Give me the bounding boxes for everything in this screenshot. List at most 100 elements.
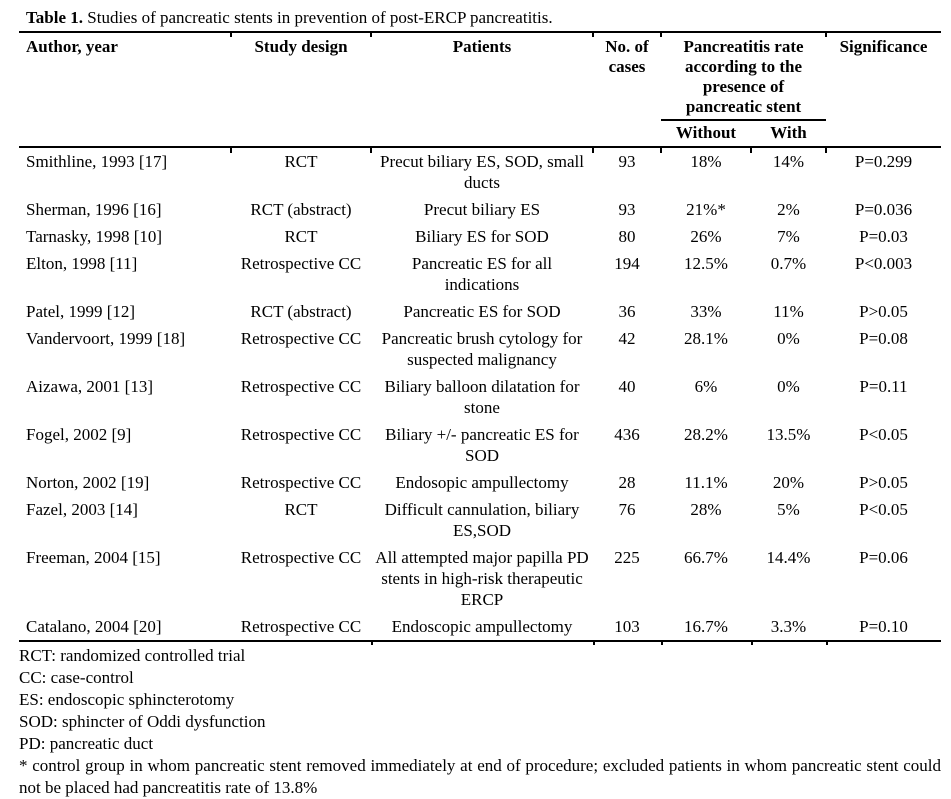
cell-patients: Pancreatic brush cytology for suspected … [381, 329, 583, 369]
cell-patients: Biliary balloon dilatation for stone [384, 377, 580, 417]
table-row: Freeman, 2004 [15] Retrospective CC All … [19, 544, 941, 613]
cell-significance: P=0.036 [854, 200, 913, 219]
cell-patients: Endosopic ampullectomy [395, 473, 569, 492]
cell-patients: Endoscopic ampullectomy [391, 617, 573, 636]
cell-significance: P<0.05 [859, 500, 908, 519]
cell-rate-with: 7% [777, 227, 800, 246]
cell-rate-with: 14% [749, 147, 826, 196]
cell-author: Aizawa, 2001 [13] [26, 377, 153, 396]
cell-study-design: Retrospective CC [240, 377, 362, 396]
cell-significance: P=0.10 [859, 617, 908, 636]
cell-cases: 103 [614, 617, 640, 636]
column-divider-tick [593, 640, 595, 645]
cell-author: Vandervoort, 1999 [18] [26, 329, 186, 348]
cell-author: Fogel, 2002 [9] [26, 425, 132, 444]
cell-significance: P<0.05 [859, 425, 908, 444]
cell-study-design: Retrospective CC [240, 617, 362, 636]
cell-rate-without: 18% [660, 147, 751, 196]
cell-rate-with: 5% [777, 500, 800, 519]
cell-patients: Pancreatic ES for all indications [411, 254, 553, 294]
cell-cases: 36 [618, 302, 636, 321]
cell-study-design: Retrospective CC [240, 425, 362, 444]
cell-rate-with: 13.5% [766, 425, 811, 444]
cell-rate-with: 3.3% [770, 617, 807, 636]
cell-rate-without: 16.7% [684, 617, 728, 636]
cell-author: Tarnasky, 1998 [10] [26, 227, 163, 246]
cell-author: Smithline, 1993 [17] [26, 152, 168, 171]
table-header: Author, year Study design Patients No. o… [19, 31, 942, 147]
cell-study-design: RCT [230, 147, 371, 196]
cell-rate-without: 6% [694, 377, 718, 396]
column-header-without: Without [675, 123, 737, 142]
cell-rate-with: 0% [777, 329, 800, 348]
cell-study-design: Retrospective CC [240, 254, 362, 273]
studies-table: Author, year Study design Patients No. o… [19, 31, 942, 642]
cell-patients: Precut biliary ES, SOD, small ducts [370, 147, 593, 196]
header-row-main: Author, year Study design Patients No. o… [19, 31, 941, 121]
cell-rate-without: 33% [690, 302, 722, 321]
cell-cases: 80 [618, 227, 636, 246]
table-row: Tarnasky, 1998 [10] RCT Biliary ES for S… [19, 223, 941, 250]
cell-author: Norton, 2002 [19] [26, 473, 150, 492]
cell-significance: P<0.003 [854, 254, 913, 273]
column-header-significance: Significance [825, 31, 941, 147]
cell-patients: Biliary ES for SOD [415, 227, 549, 246]
cell-significance: P=0.299 [825, 147, 941, 196]
cell-significance: P=0.08 [859, 329, 908, 348]
table-row: Catalano, 2004 [20] Retrospective CC End… [19, 613, 941, 641]
table-row: Sherman, 1996 [16] RCT (abstract) Precut… [19, 196, 941, 223]
footnote-line: CC: case-control [19, 668, 134, 687]
cell-rate-with: 2% [777, 200, 800, 219]
cell-rate-with: 14.4% [766, 548, 811, 567]
table-title-label: Table 1. [26, 8, 84, 27]
column-divider-tick [751, 640, 753, 645]
footnote-line: PD: pancreatic duct [19, 734, 154, 753]
cell-rate-without: 66.7% [684, 548, 728, 567]
cell-study-design: RCT [284, 227, 318, 246]
cell-rate-without: 28.1% [684, 329, 728, 348]
cell-study-design: RCT (abstract) [250, 200, 352, 219]
cell-patients: All attempted major papilla PD stents in… [375, 548, 589, 609]
footnote-line: ES: endoscopic sphincterotomy [19, 690, 235, 709]
column-header-design: Study design [230, 31, 371, 147]
cell-rate-without: 11.1% [684, 473, 728, 492]
footnote-line: RCT: randomized controlled trial [19, 646, 246, 665]
cell-rate-without: 12.5% [684, 254, 728, 273]
cell-patients: Biliary +/- pancreatic ES for SOD [385, 425, 579, 465]
table-row: Elton, 1998 [11] Retrospective CC Pancre… [19, 250, 941, 298]
cell-significance: P=0.06 [859, 548, 908, 567]
column-header-pancreatitis-rate-group: Pancreatitis rate according to the prese… [659, 31, 827, 121]
table-title-text: Studies of pancreatic stents in preventi… [87, 8, 553, 27]
cell-study-design: Retrospective CC [240, 548, 362, 567]
cell-rate-without: 28% [690, 500, 722, 519]
cell-author: Freeman, 2004 [15] [26, 548, 161, 567]
table-title: Table 1. Studies of pancreatic stents in… [19, 6, 941, 31]
cell-study-design: Retrospective CC [240, 473, 362, 492]
header-row-sub: Without With [19, 120, 941, 147]
table-body: Smithline, 1993 [17] RCT Precut biliary … [19, 147, 941, 641]
cell-author: Sherman, 1996 [16] [26, 200, 162, 219]
cell-significance: P=0.03 [859, 227, 908, 246]
cell-rate-without: 26% [690, 227, 722, 246]
cell-rate-with: 11% [773, 302, 804, 321]
cell-study-design: Retrospective CC [240, 329, 362, 348]
table-row: Norton, 2002 [19] Retrospective CC Endos… [19, 469, 941, 496]
footnote-line: * control group in whom pancreatic stent… [19, 756, 941, 797]
column-divider-tick [661, 640, 663, 645]
cell-cases: 225 [614, 548, 640, 567]
cell-patients: Difficult cannulation, biliary ES,SOD [384, 500, 580, 540]
footnote-line: SOD: sphincter of Oddi dysfunction [19, 712, 266, 731]
cell-author: Fazel, 2003 [14] [26, 500, 138, 519]
column-divider-tick [826, 640, 828, 645]
table-row: Smithline, 1993 [17] RCT Precut biliary … [19, 147, 941, 196]
column-header-patients: Patients [370, 31, 593, 147]
column-header-author: Author, year [26, 37, 118, 56]
table-row: Patel, 1999 [12] RCT (abstract) Pancreat… [19, 298, 941, 325]
cell-rate-without: 21%* [686, 200, 726, 219]
cell-cases: 42 [618, 329, 636, 348]
cell-rate-without: 28.2% [684, 425, 728, 444]
table-row: Aizawa, 2001 [13] Retrospective CC Bilia… [19, 373, 941, 421]
cell-cases: 194 [614, 254, 640, 273]
cell-significance: P>0.05 [859, 473, 908, 492]
